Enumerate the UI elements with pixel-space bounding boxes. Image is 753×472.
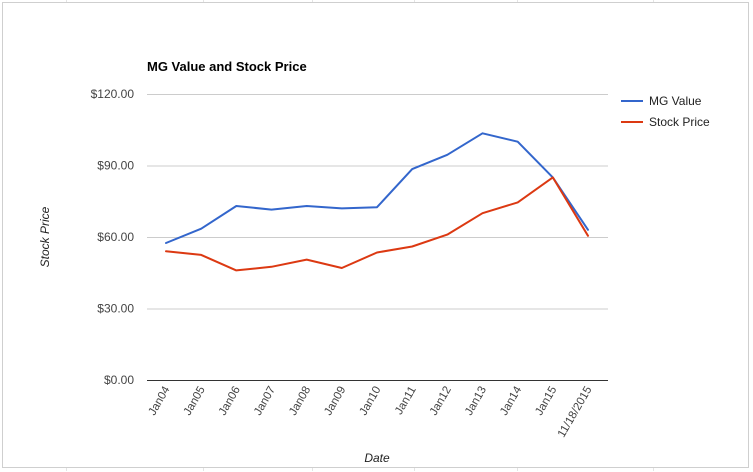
x-tick-label: 11/18/2015	[556, 385, 595, 440]
x-tick-label: Jan11	[393, 385, 419, 417]
x-tick-label: Jan15	[533, 385, 559, 418]
legend-label: MG Value	[649, 94, 702, 108]
x-axis-tick-labels: Jan04 Jan05 Jan06 Jan07 Jan08 Jan09 Jan10 Jan11…	[147, 384, 595, 440]
y-axis-label: Stock Price	[38, 206, 52, 267]
x-tick-label: Jan13	[463, 385, 489, 418]
y-tick-label: $60.00	[97, 230, 134, 244]
y-axis-tick-labels: $0.00 $30.00 $60.00 $90.00 $120.00	[91, 87, 135, 387]
horizontal-gridlines	[147, 94, 608, 310]
series-line-stock-price	[165, 176, 589, 272]
x-tick-label: Jan08	[287, 385, 313, 418]
x-tick-label: Jan14	[498, 384, 524, 418]
x-tick-label: Jan04	[147, 384, 173, 418]
legend-label: Stock Price	[649, 115, 710, 129]
x-tick-label: Jan06	[217, 385, 243, 418]
x-tick-label: Jan12	[428, 385, 454, 418]
x-tick-label: Jan07	[252, 385, 278, 418]
y-tick-label: $90.00	[97, 159, 134, 173]
chart-title: MG Value and Stock Price	[147, 59, 307, 74]
line-chart: MG Value and Stock Price $0.00 $30.00 $60.…	[38, 59, 710, 465]
x-tick-label: Jan09	[322, 385, 348, 418]
x-tick-label: Jan10	[358, 385, 384, 418]
series-line-mg-value	[165, 132, 589, 244]
x-axis-label: Date	[364, 451, 390, 465]
chart-card: MG Value and Stock Price $0.00 $30.00 $60.…	[2, 2, 749, 468]
series-lines	[165, 132, 589, 272]
y-tick-label: $30.00	[97, 302, 134, 316]
y-tick-label: $0.00	[104, 373, 134, 387]
y-tick-label: $120.00	[91, 87, 135, 101]
x-tick-label: Jan05	[182, 385, 208, 418]
legend: MG Value Stock Price	[621, 94, 710, 129]
